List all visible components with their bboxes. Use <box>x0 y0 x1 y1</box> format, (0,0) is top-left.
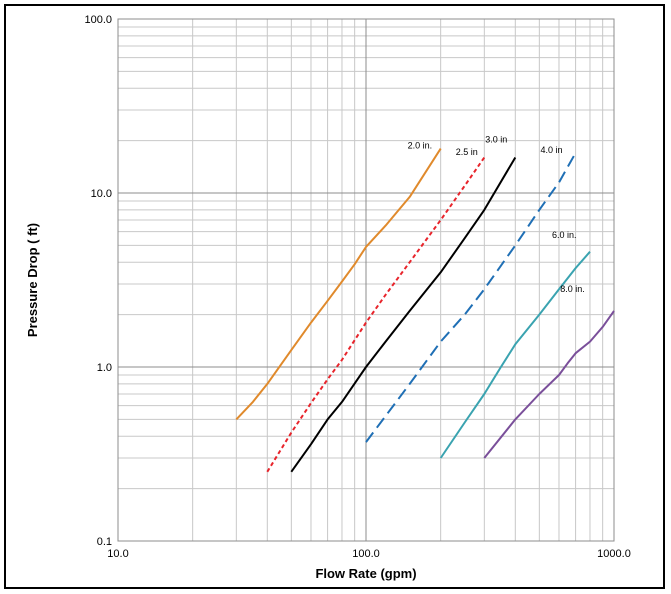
x-axis-title: Flow Rate (gpm) <box>315 566 416 581</box>
plot-border <box>117 18 615 542</box>
y-tick-label: 10.0 <box>91 188 112 200</box>
y-tick-label: 1.0 <box>97 362 112 374</box>
x-tick-label: 100.0 <box>352 548 380 560</box>
series-line-5 <box>439 251 591 459</box>
series-label-3: 3.0 in <box>485 135 507 145</box>
series-label-1: 2.0 in. <box>408 141 433 151</box>
series-label-4: 4.0 in <box>541 145 563 155</box>
series-label-2: 2.5 in <box>456 147 478 157</box>
series-line-4 <box>365 152 577 443</box>
y-axis-title: Pressure Drop ( ft) <box>25 223 40 337</box>
x-tick-label: 10.0 <box>107 548 128 560</box>
series-line-1 <box>235 148 442 421</box>
series-label-5: 6.0 in. <box>552 230 577 240</box>
series-line-3 <box>290 156 517 473</box>
x-tick-label: 1000.0 <box>597 548 631 560</box>
series-line-2 <box>266 156 486 473</box>
series-line-6 <box>483 310 615 459</box>
y-tick-label: 0.1 <box>97 536 112 548</box>
series-label-6: 8.0 in. <box>560 284 585 294</box>
y-tick-label: 100.0 <box>84 14 112 26</box>
